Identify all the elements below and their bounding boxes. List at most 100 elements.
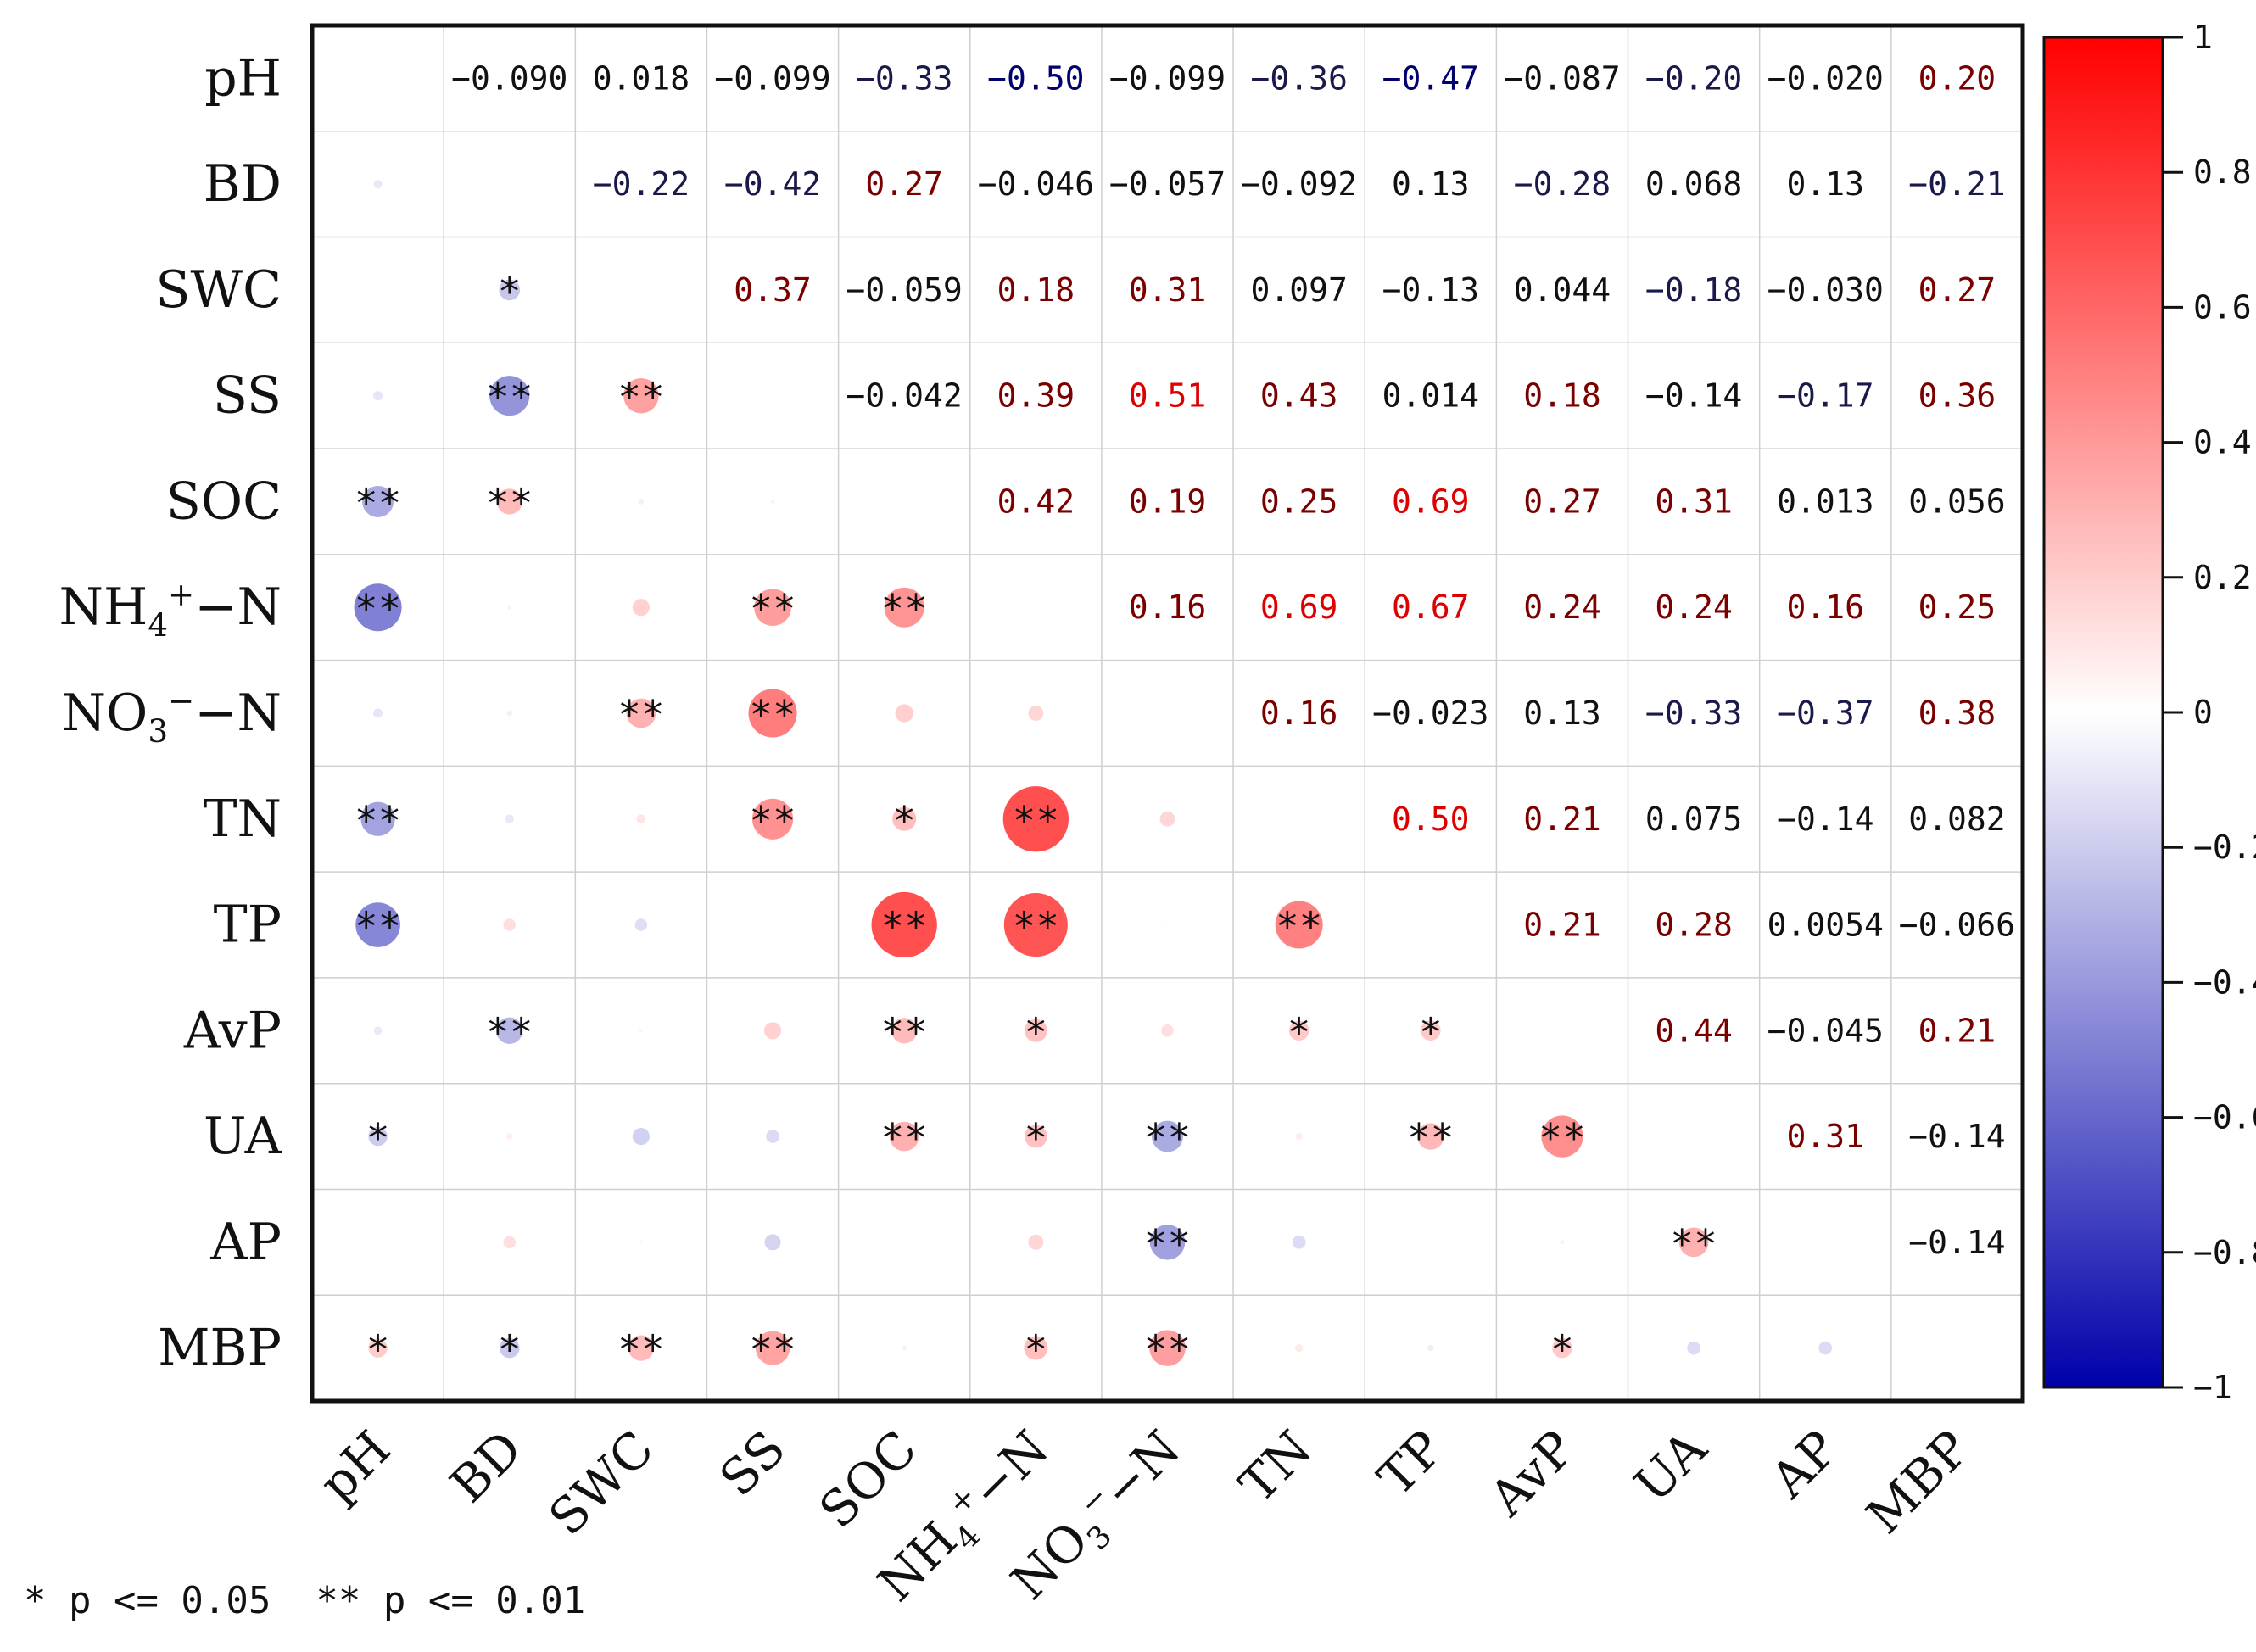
correlation-value-label: 0.67 [1392, 589, 1470, 626]
colorbar-tick-label: −0.4 [2193, 963, 2256, 1001]
correlation-value-label: 0.37 [734, 271, 812, 309]
correlation-circle [632, 1127, 650, 1146]
significance-marker: ** [486, 480, 533, 526]
significance-marker: * [1419, 1009, 1443, 1055]
correlation-circle [764, 1234, 781, 1251]
row-label: SWC [155, 260, 282, 320]
correlation-circle [354, 583, 402, 632]
correlation-circle [889, 1121, 919, 1152]
row-label: SOC [166, 472, 282, 531]
correlation-circle [770, 500, 775, 504]
correlation-value-label: 0.056 [1908, 483, 2005, 520]
column-label: UA [1623, 1419, 1718, 1514]
correlation-value-label: −0.18 [1645, 271, 1742, 309]
correlation-circle [766, 1130, 779, 1143]
significance-marker: ** [1144, 1221, 1191, 1267]
colorbar-tick-label: 0.8 [2193, 153, 2252, 191]
correlation-value-label: −0.36 [1250, 59, 1347, 97]
correlation-value-label: 0.38 [1918, 695, 1996, 732]
correlation-circle [639, 1241, 643, 1244]
correlation-circle [1149, 1330, 1186, 1366]
significance-marker: ** [880, 904, 927, 950]
correlation-circle [772, 924, 773, 926]
significance-marker: ** [355, 798, 401, 844]
correlation-value-label: −0.042 [846, 377, 963, 415]
row-label: TN [203, 790, 282, 849]
significance-marker: ** [749, 1327, 796, 1373]
significance-marker: ** [617, 1327, 664, 1373]
correlation-circle [636, 814, 646, 824]
correlation-value-label: 0.43 [1260, 377, 1338, 415]
correlation-value-label: 0.13 [1392, 165, 1470, 203]
correlation-value-label: 0.21 [1918, 1012, 1996, 1049]
column-label: SWC [538, 1420, 665, 1547]
correlation-value-label: −0.17 [1777, 377, 1873, 415]
column-label: BD [439, 1420, 533, 1514]
correlation-value-label: 0.36 [1918, 377, 1996, 415]
correlation-circle [1560, 1240, 1565, 1245]
significance-marker: ** [1144, 1327, 1191, 1373]
correlation-value-label: 0.39 [997, 377, 1075, 415]
correlation-value-label: −0.22 [593, 165, 690, 203]
correlation-value-label: 0.21 [1523, 801, 1601, 838]
correlation-value-label: 0.20 [1918, 59, 1996, 97]
correlation-circle [499, 1337, 520, 1359]
significance-marker: ** [486, 375, 533, 421]
correlation-circle [748, 689, 797, 738]
correlation-value-label: 0.28 [1655, 907, 1733, 944]
correlation-value-label: 0.27 [865, 165, 943, 203]
column-label: MBP [1856, 1420, 1981, 1545]
row-label: TP [214, 896, 282, 955]
colorbar-tick-label: 0.4 [2193, 424, 2252, 461]
correlation-circle [626, 698, 656, 728]
colorbar-tick-label: −0.2 [2193, 829, 2256, 866]
correlation-circle [1161, 1024, 1174, 1037]
correlation-value-label: 0.42 [997, 483, 1075, 520]
significance-marker: ** [749, 798, 796, 844]
significance-marker: * [498, 269, 522, 315]
correlation-value-label: 0.13 [1523, 695, 1601, 732]
column-label: AvP [1477, 1420, 1586, 1528]
correlation-circle [623, 377, 659, 414]
significance-marker: * [1287, 1009, 1311, 1055]
correlation-value-label: −0.066 [1899, 907, 2015, 944]
correlation-circle [368, 1126, 388, 1147]
correlation-value-label: −0.14 [1908, 1224, 2005, 1261]
correlation-value-label: −0.20 [1645, 59, 1742, 97]
correlation-value-label: 0.69 [1260, 589, 1338, 626]
correlation-circle [362, 485, 394, 517]
correlation-value-label: −0.046 [978, 165, 1094, 203]
correlation-value-label: 0.24 [1523, 589, 1601, 626]
correlation-value-label: 0.068 [1645, 165, 1742, 203]
correlation-circle [1028, 706, 1044, 721]
significance-marker: ** [1013, 904, 1059, 950]
correlation-value-label: −0.092 [1241, 165, 1357, 203]
correlation-value-label: 0.16 [1787, 589, 1865, 626]
significance-marker: ** [749, 586, 796, 632]
correlation-value-label: 0.16 [1260, 695, 1338, 732]
correlation-value-label: 0.44 [1655, 1012, 1733, 1049]
correlation-circle [1417, 1123, 1444, 1150]
significance-marker: * [1024, 1327, 1047, 1373]
colorbar-tick-label: 0.2 [2193, 559, 2252, 596]
correlation-circle [1152, 1120, 1183, 1152]
correlation-value-label: −0.045 [1767, 1012, 1884, 1049]
correlation-circle [1149, 1225, 1186, 1260]
significance-marker: ** [880, 1009, 927, 1055]
correlation-value-label: −0.099 [1109, 59, 1226, 97]
correlation-circle [503, 1236, 517, 1249]
correlation-value-label: 0.27 [1523, 483, 1601, 520]
column-label: TN [1228, 1420, 1322, 1514]
correlation-circle [1166, 924, 1169, 926]
significance-marker: ** [617, 692, 664, 738]
correlation-circle [368, 1338, 388, 1358]
correlation-value-label: −0.37 [1777, 695, 1873, 732]
correlation-circle [1028, 1234, 1044, 1250]
column-label: AP [1759, 1420, 1849, 1510]
correlation-value-label: 0.097 [1250, 271, 1347, 309]
correlation-circle [1687, 1341, 1700, 1355]
row-label: BD [204, 154, 282, 214]
correlation-value-label: 0.014 [1382, 377, 1479, 415]
correlation-circle [503, 918, 517, 931]
colorbar-tick-label: −0.8 [2193, 1234, 2256, 1271]
